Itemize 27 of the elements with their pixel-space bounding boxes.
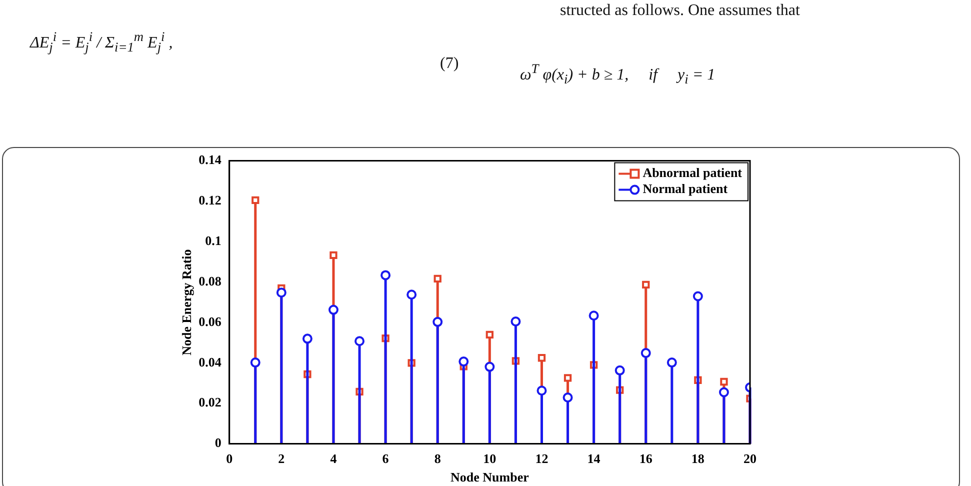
x-tick-label: 2 <box>278 450 285 466</box>
x-tick-label: 18 <box>691 450 705 466</box>
x-tick-label: 8 <box>434 450 442 466</box>
x-tick-label: 4 <box>330 450 338 466</box>
y-tick-label: 0.1 <box>205 233 222 248</box>
x-tick-label: 20 <box>744 450 756 466</box>
x-tick-label: 14 <box>587 450 601 466</box>
y-tick-label: 0.04 <box>198 354 222 370</box>
y-tick-label: 0.08 <box>198 273 222 288</box>
x-tick-label: 0 <box>226 450 233 466</box>
legend-label: Abnormal patient <box>642 165 743 180</box>
y-tick-label: 0 <box>214 435 222 450</box>
y-tick-label: 0.06 <box>198 314 222 329</box>
y-tick-label: 0.12 <box>198 192 222 208</box>
text: ΔE$_{j}$$^{i}$ = E$_{j}$$^{i}$ / Σ$_{i=1}$$^{m}$ E$_{j}$$^{i}$ , <box>30 29 173 55</box>
x-tick-label: 10 <box>483 450 496 466</box>
x-axis-title: Node Number <box>450 470 530 485</box>
text: structed as follows. One assumes that <box>560 2 800 20</box>
text: ω$^{T}$ φ(x$_{i}$) + b ≥ 1, if y$_{i}$ = 1 <box>520 60 716 89</box>
x-tick-label: 6 <box>382 450 390 466</box>
legend-label: Normal patient <box>642 181 728 196</box>
text: (7) <box>440 55 459 73</box>
x-tick-label: 16 <box>639 450 653 466</box>
y-axis-title: Node Energy Ratio <box>179 249 194 356</box>
x-tick-label: 12 <box>535 450 548 466</box>
y-tick-label: 0.02 <box>198 394 222 410</box>
y-tick-label: 0.14 <box>198 152 222 168</box>
